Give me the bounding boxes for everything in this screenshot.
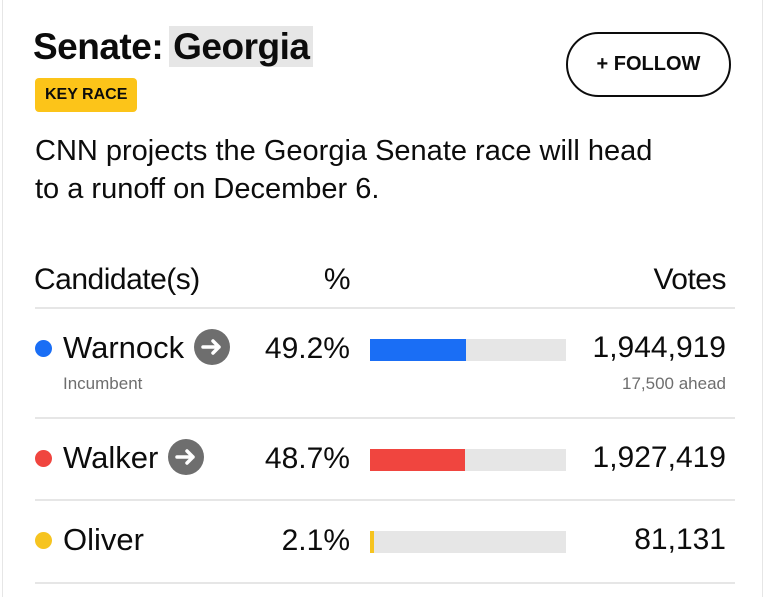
party-dot (35, 532, 52, 549)
vote-note: 17,500 ahead (622, 374, 726, 393)
party-dot (35, 450, 52, 467)
vote-count: 81,131 (634, 523, 726, 556)
key-race-badge: KEY RACE (35, 78, 138, 112)
party-dot (35, 340, 52, 357)
separator (35, 307, 735, 309)
description: CNN projects the Georgia Senate race wil… (35, 135, 653, 205)
bar-track (370, 339, 566, 361)
column-header: Votes (653, 263, 726, 296)
bar-track (370, 531, 566, 553)
candidate-link[interactable] (194, 329, 231, 365)
candidate-name: Warnock (63, 330, 185, 365)
follow-button[interactable]: + FOLLOW (566, 32, 731, 97)
separator (35, 582, 735, 584)
percent-label: 48.7% (264, 442, 350, 475)
arrow-icon (201, 339, 221, 355)
title-prefix: Senate: (33, 26, 164, 67)
bar-track (370, 449, 566, 471)
percent-bar (370, 339, 467, 361)
separator (35, 499, 735, 501)
vote-count: 1,944,919 (592, 331, 726, 364)
candidate-subtitle: Incumbent (63, 374, 143, 393)
percent-bar (370, 449, 466, 471)
candidate-name: Walker (63, 440, 159, 475)
vote-count: 1,927,419 (592, 441, 726, 474)
percent-label: 2.1% (281, 524, 350, 557)
percent-label: 49.2% (264, 332, 350, 365)
candidate-name: Oliver (63, 522, 144, 557)
arrow-icon (175, 449, 196, 465)
title-state: Georgia (169, 26, 314, 67)
column-header: % (323, 263, 351, 296)
percent-bar (370, 531, 375, 553)
candidate-link[interactable] (168, 439, 205, 475)
column-header: Candidate(s) (34, 263, 200, 296)
title: Senate: Georgia (33, 19, 314, 75)
separator (35, 417, 735, 419)
